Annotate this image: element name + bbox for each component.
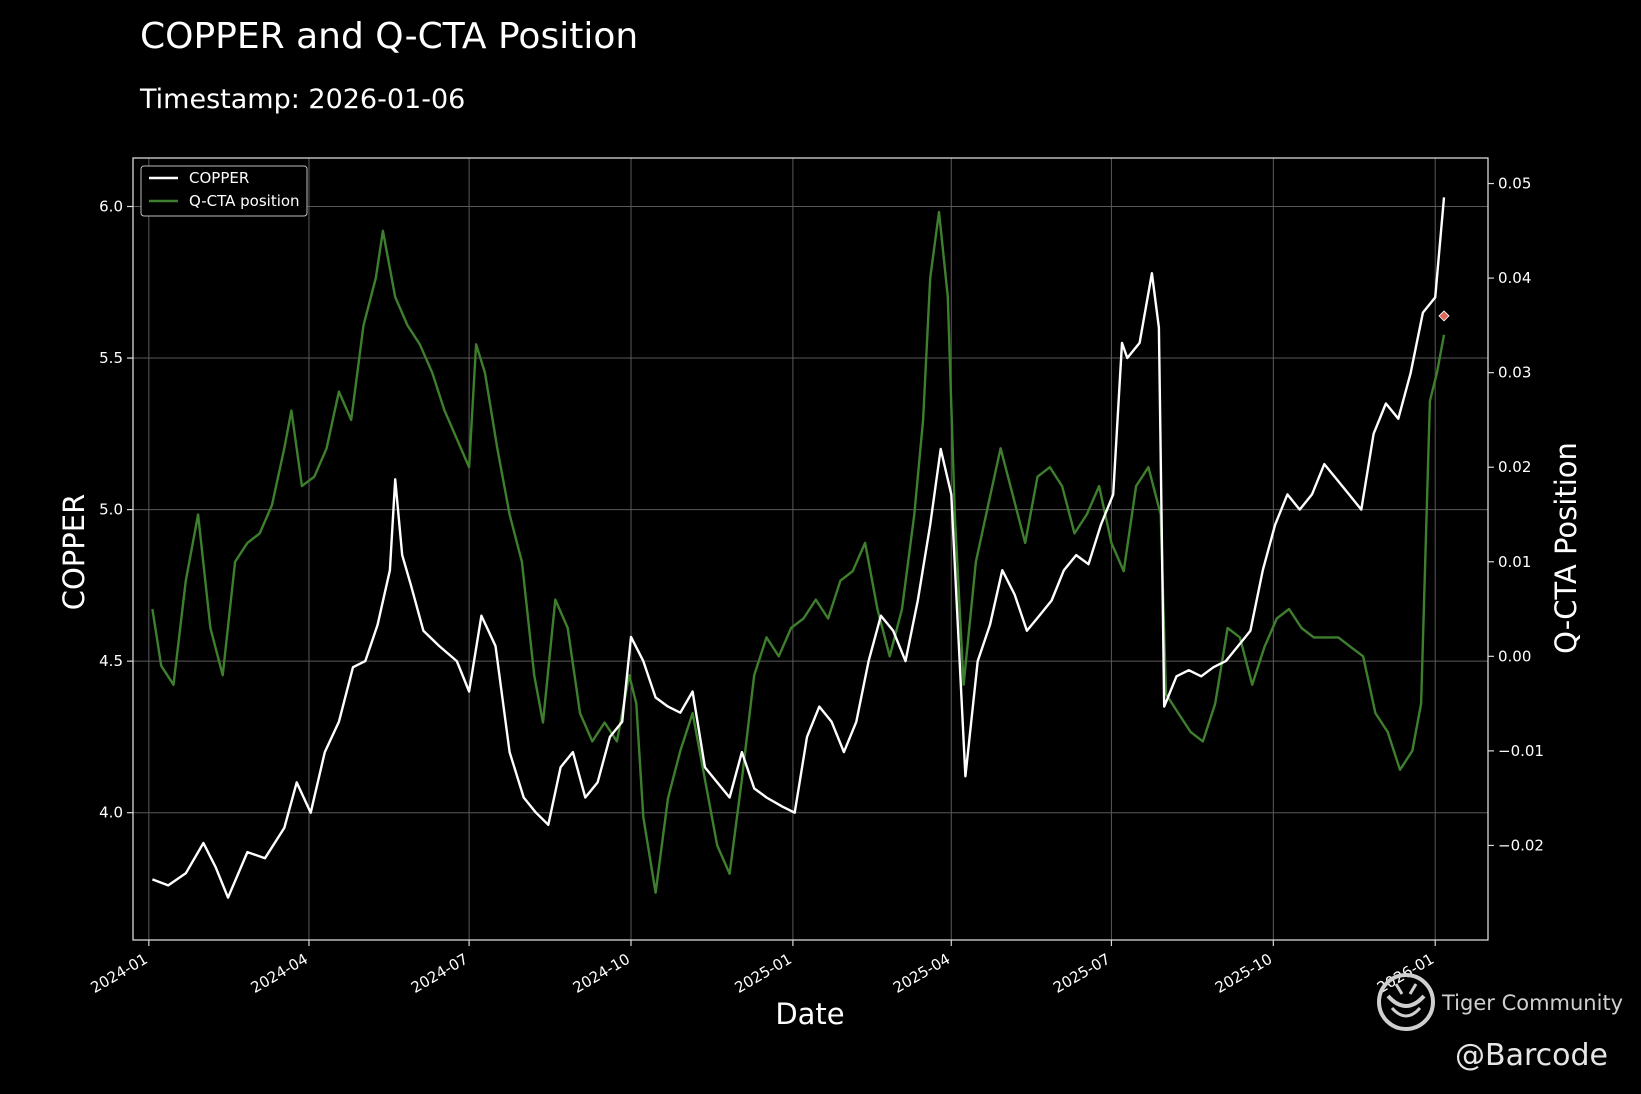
legend-box (140, 165, 308, 217)
watermark: Tiger Community @Barcode (1377, 973, 1623, 1073)
chart-title: COPPER and Q-CTA Position (140, 16, 638, 57)
annotation-markers (1438, 310, 1450, 322)
right-tick-label: 0.01 (1498, 553, 1531, 571)
q-cta-position-line (151, 210, 1446, 894)
right-tick-label: 0.03 (1498, 364, 1531, 382)
left-axis-title: COPPER (57, 494, 91, 611)
x-axis-title: Date (775, 997, 844, 1031)
left-tick-label: 4.0 (99, 804, 123, 822)
x-tick-label: 2025-07 (1050, 950, 1113, 997)
left-tick-label: 5.0 (99, 501, 123, 519)
series-layer (151, 197, 1450, 899)
grid-lines (133, 158, 1488, 940)
legend-label-copper: COPPER (189, 169, 249, 187)
watermark-brand: Tiger Community (1441, 991, 1623, 1015)
x-tick-label: 2025-10 (1212, 950, 1275, 997)
x-tick-label: 2025-01 (732, 950, 795, 997)
right-tick-label: 0.02 (1498, 458, 1531, 476)
left-tick-label: 5.5 (99, 349, 123, 367)
plot-frame (132, 157, 1489, 941)
legend: COPPER Q-CTA position (140, 165, 308, 217)
x-tick-label: 2024-04 (248, 950, 311, 997)
chart-subtitle: Timestamp: 2026-01-06 (139, 84, 465, 115)
right-tick-label: 0.00 (1498, 647, 1531, 665)
legend-label-q-cta: Q-CTA position (189, 192, 300, 210)
copper-line (151, 197, 1446, 899)
left-tick-label: 4.5 (99, 652, 123, 670)
plot-area (133, 158, 1488, 940)
right-axis-title: Q-CTA Position (1549, 442, 1583, 654)
watermark-handle: @Barcode (1455, 1038, 1608, 1073)
x-tick-label: 2025-04 (890, 950, 953, 997)
x-tick-label: 2024-01 (88, 950, 151, 997)
right-tick-label: −0.01 (1498, 742, 1544, 760)
right-tick-label: 0.04 (1498, 269, 1531, 287)
x-tick-label: 2024-10 (570, 950, 633, 997)
right-tick-label: 0.05 (1498, 175, 1531, 193)
x-tick-label: 2024-07 (408, 950, 471, 997)
tiger-community-logo-icon (1377, 973, 1435, 1031)
latest-position-marker (1438, 310, 1450, 322)
right-tick-label: −0.02 (1498, 836, 1544, 854)
left-tick-label: 6.0 (99, 197, 123, 215)
